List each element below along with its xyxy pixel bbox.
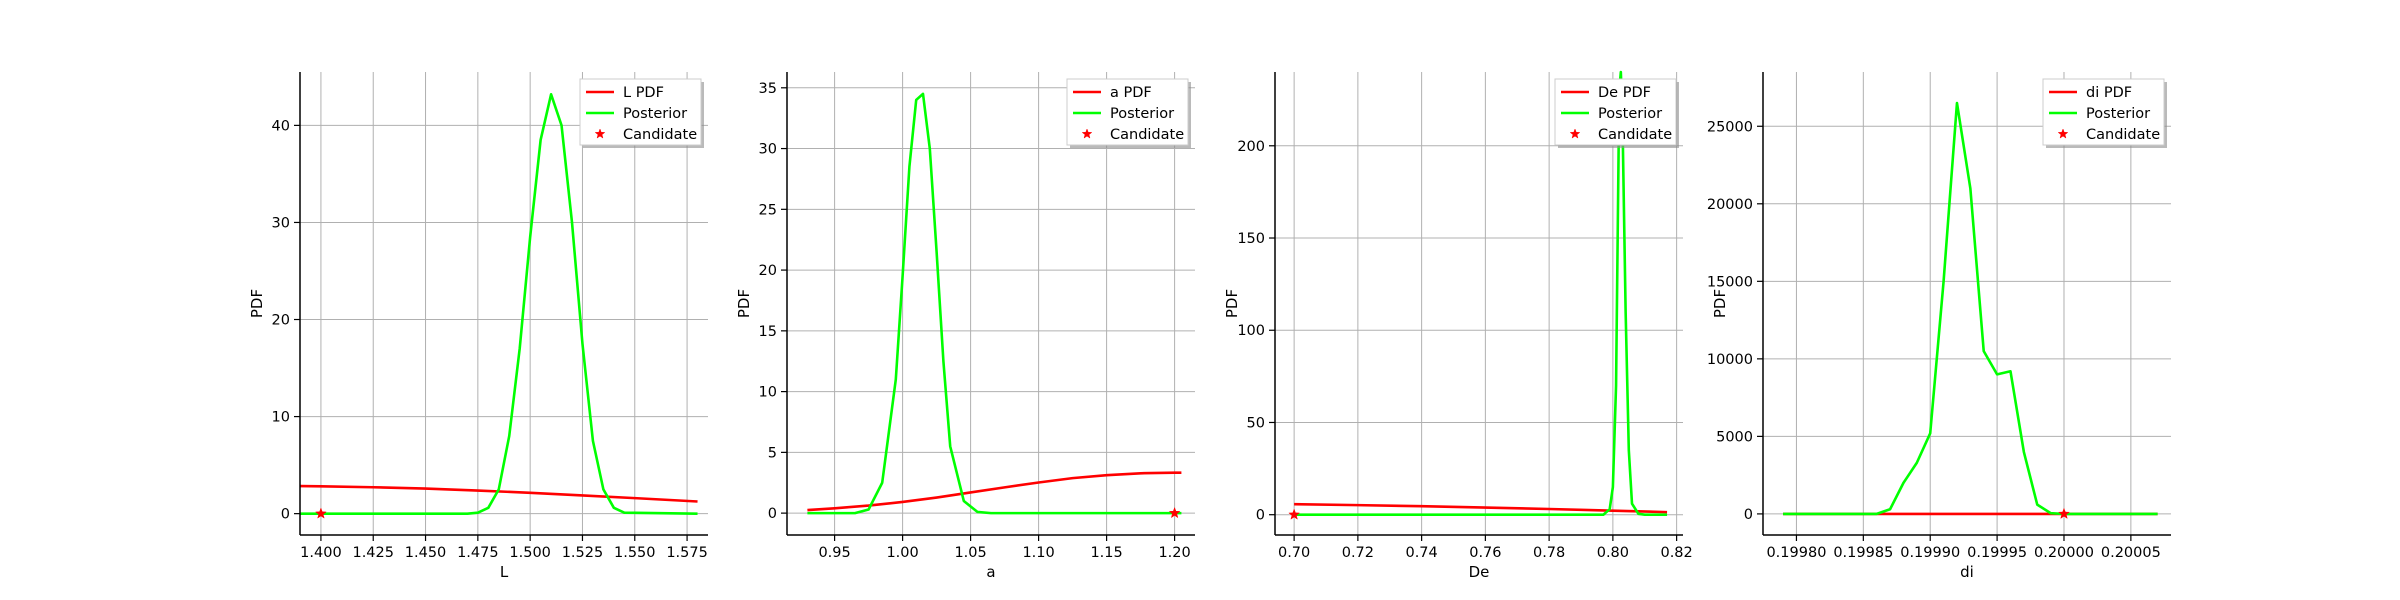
candidate-marker	[315, 507, 327, 519]
y-tick-label: 25	[759, 202, 777, 218]
x-tick-label: 0.72	[1342, 545, 1374, 561]
x-tick-label: 0.19985	[1833, 545, 1893, 561]
x-tick-label: 0.80	[1597, 545, 1629, 561]
y-tick-label: 50	[1247, 415, 1265, 431]
y-axis-label: PDF	[248, 289, 266, 318]
x-tick-label: 1.20	[1158, 545, 1190, 561]
legend-label: Posterior	[1598, 106, 1662, 122]
legend-label: a PDF	[1110, 85, 1152, 101]
x-tick-label: 1.15	[1090, 545, 1122, 561]
series-line-posterior	[300, 93, 698, 515]
series-line-prior	[300, 484, 698, 503]
x-tick-label: 1.05	[954, 545, 986, 561]
x-tick-label: 0.95	[818, 545, 850, 561]
x-axis-label: L	[500, 563, 509, 581]
legend-swatch	[1569, 128, 1581, 139]
y-tick-label: 0	[1256, 508, 1265, 524]
legend-label: Posterior	[2086, 106, 2150, 122]
legend-label: di PDF	[2086, 85, 2132, 101]
candidate-marker	[1168, 506, 1181, 519]
y-tick-label: 0	[1744, 507, 1753, 523]
series-line-posterior	[1294, 70, 1668, 517]
legend: di PDF Posterior Candidate	[2042, 78, 2165, 146]
legend: L PDF Posterior Candidate	[579, 78, 702, 146]
y-tick-label: 100	[1237, 323, 1265, 339]
series-line-prior	[807, 471, 1182, 512]
x-tick-label: 1.425	[352, 545, 394, 561]
y-tick-label: 10	[759, 385, 777, 401]
y-tick-label: 15000	[1707, 274, 1753, 290]
x-tick-label: 1.400	[300, 545, 342, 561]
y-tick-label: 150	[1237, 231, 1265, 247]
legend-swatch	[2057, 128, 2069, 139]
y-axis-label: PDF	[735, 289, 753, 318]
legend-label: Posterior	[1110, 106, 1174, 122]
y-tick-label: 30	[272, 215, 290, 231]
legend-label: Candidate	[2086, 127, 2160, 143]
chart-panel-di: 0.19980 0.19985 0.19990 0.19995 0.20000 0.200…	[1707, 72, 2171, 581]
candidate-marker	[1288, 508, 1301, 520]
x-tick-label: 0.19990	[1900, 545, 1960, 561]
x-tick-label: 1.10	[1022, 545, 1054, 561]
legend-label: Posterior	[623, 106, 687, 122]
legend-label: Candidate	[1110, 127, 1184, 143]
y-tick-label: 10000	[1707, 352, 1753, 368]
x-tick-label: 1.500	[509, 545, 551, 561]
y-tick-label: 200	[1237, 139, 1265, 155]
legend-label: De PDF	[1598, 85, 1651, 101]
y-tick-label: 20000	[1707, 197, 1753, 213]
chart-panel-l: 1.400 1.425 1.450 1.475 1.500 1.525 1.550 1.575…	[248, 72, 708, 581]
y-tick-label: 25000	[1707, 119, 1753, 135]
x-axis-label: di	[1960, 563, 1974, 581]
x-tick-label: 0.74	[1405, 545, 1437, 561]
y-axis-label: PDF	[1223, 289, 1241, 318]
y-tick-label: 20	[759, 263, 777, 279]
x-tick-label: 0.19980	[1766, 545, 1826, 561]
y-tick-label: 40	[272, 118, 290, 134]
y-tick-label: 10	[272, 410, 290, 426]
y-tick-label: 15	[759, 324, 777, 340]
series-line-prior	[1294, 502, 1668, 514]
x-tick-label: 1.00	[886, 545, 918, 561]
x-tick-label: 0.20005	[2101, 545, 2161, 561]
legend: De PDF Posterior Candidate	[1554, 78, 1677, 146]
legend-label: Candidate	[623, 127, 697, 143]
y-tick-label: 0	[281, 507, 290, 523]
x-axis-label: a	[986, 563, 995, 581]
y-tick-label: 30	[759, 142, 777, 158]
x-tick-label: 1.525	[562, 545, 604, 561]
x-tick-label: 0.20000	[2034, 545, 2094, 561]
x-tick-label: 0.82	[1660, 545, 1692, 561]
y-axis-label: PDF	[1711, 289, 1729, 318]
x-tick-label: 1.450	[405, 545, 447, 561]
legend: a PDF Posterior Candidate	[1066, 78, 1189, 146]
y-tick-label: 20	[272, 313, 290, 329]
y-tick-label: 5	[768, 445, 777, 461]
x-axis-label: De	[1469, 563, 1490, 581]
x-tick-label: 1.550	[614, 545, 656, 561]
x-tick-label: 0.78	[1533, 545, 1565, 561]
y-tick-label: 0	[768, 506, 777, 522]
y-tick-label: 35	[759, 81, 777, 97]
legend-label: Candidate	[1598, 127, 1672, 143]
x-tick-label: 0.76	[1469, 545, 1501, 561]
legend-swatch	[594, 128, 606, 139]
x-tick-label: 0.19995	[1967, 545, 2027, 561]
candidate-marker	[2058, 507, 2070, 519]
chart-panel-a: 0.95 1.00 1.05 1.10 1.15 1.20 0 5 10 15 20 25 30 35 a P…	[735, 72, 1195, 581]
chart-panel-de: 0.70 0.72 0.74 0.76 0.78 0.80 0.82 0 50 100 150 200…	[1223, 70, 1693, 581]
y-tick-label: 5000	[1716, 429, 1753, 445]
x-tick-label: 1.575	[666, 545, 708, 561]
legend-swatch	[1081, 128, 1093, 139]
series-line-posterior	[807, 92, 1182, 515]
x-tick-label: 0.70	[1278, 545, 1310, 561]
legend-label: L PDF	[623, 85, 664, 101]
x-tick-label: 1.475	[457, 545, 499, 561]
series-line-posterior	[1783, 101, 2158, 516]
